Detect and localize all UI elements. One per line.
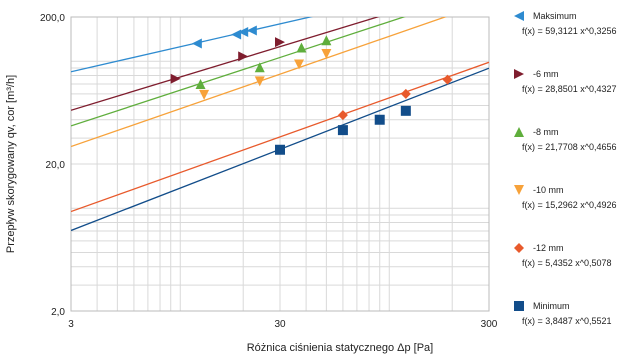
legend-label: -12 mm [533, 243, 564, 253]
trendline [71, 17, 314, 73]
y-tick-labels: 2,0 20,0 200,0 [40, 13, 65, 318]
data-point [294, 59, 305, 70]
data-point [296, 42, 307, 53]
x-axis-title: Różnica ciśnienia statycznego Δp [Pa] [247, 342, 434, 354]
trendline [71, 17, 380, 111]
data-point [254, 76, 265, 87]
legend-equation: f(x) = 21,7708 x^0,4656 [522, 142, 617, 152]
legend-marker [514, 69, 524, 79]
data-point [231, 29, 242, 40]
gridlines [70, 16, 490, 312]
legend-marker [514, 127, 524, 137]
legend-equation: f(x) = 3,8487 x^0,5521 [522, 316, 612, 326]
plot-area [70, 16, 490, 312]
data-point [199, 89, 210, 100]
data-points [170, 25, 453, 155]
x-tick-label: 300 [481, 319, 498, 330]
data-point [442, 74, 453, 85]
legend-label: -8 mm [533, 127, 559, 137]
data-point [321, 35, 332, 46]
y-axis-title: Przepływ skorygowany qv, cor [m³/h] [5, 75, 17, 253]
data-point [191, 38, 202, 49]
legend-label: Maksimum [533, 11, 577, 21]
data-point [337, 110, 348, 121]
legend-equation: f(x) = 5,4352 x^0,5078 [522, 258, 612, 268]
data-point [170, 73, 181, 84]
legend-equation: f(x) = 59,3121 x^0,3256 [522, 26, 617, 36]
legend-label: -6 mm [533, 69, 559, 79]
y-tick-label: 2,0 [51, 307, 65, 318]
legend-equation: f(x) = 28,8501 x^0,4327 [522, 84, 617, 94]
y-tick-label: 200,0 [40, 13, 65, 24]
legend-label: Minimum [533, 301, 570, 311]
data-point [275, 37, 285, 48]
data-point [400, 105, 411, 116]
legend-marker [514, 243, 524, 253]
legend-marker [514, 301, 524, 311]
data-point [254, 62, 265, 73]
data-point [400, 88, 411, 99]
x-tick-labels: 3 30 300 [68, 319, 498, 330]
trendline [71, 17, 406, 127]
legend-equation: f(x) = 15,2962 x^0,4926 [522, 200, 617, 210]
data-point [321, 49, 332, 60]
data-point [374, 114, 385, 125]
data-point [246, 25, 257, 36]
legend-label: -10 mm [533, 185, 564, 195]
legend: Maksimum f(x) = 59,3121 x^0,3256 -6 mm f(x)… [514, 11, 617, 326]
trendline [71, 61, 489, 213]
data-point [275, 144, 285, 155]
x-tick-label: 3 [68, 319, 74, 330]
legend-marker [514, 11, 524, 21]
legend-marker [514, 185, 524, 195]
x-tick-label: 30 [274, 319, 286, 330]
y-tick-label: 20,0 [46, 160, 66, 171]
data-point [195, 79, 206, 90]
data-point [238, 51, 249, 62]
trendline [71, 17, 447, 148]
data-point [238, 27, 249, 38]
data-point [337, 125, 348, 136]
